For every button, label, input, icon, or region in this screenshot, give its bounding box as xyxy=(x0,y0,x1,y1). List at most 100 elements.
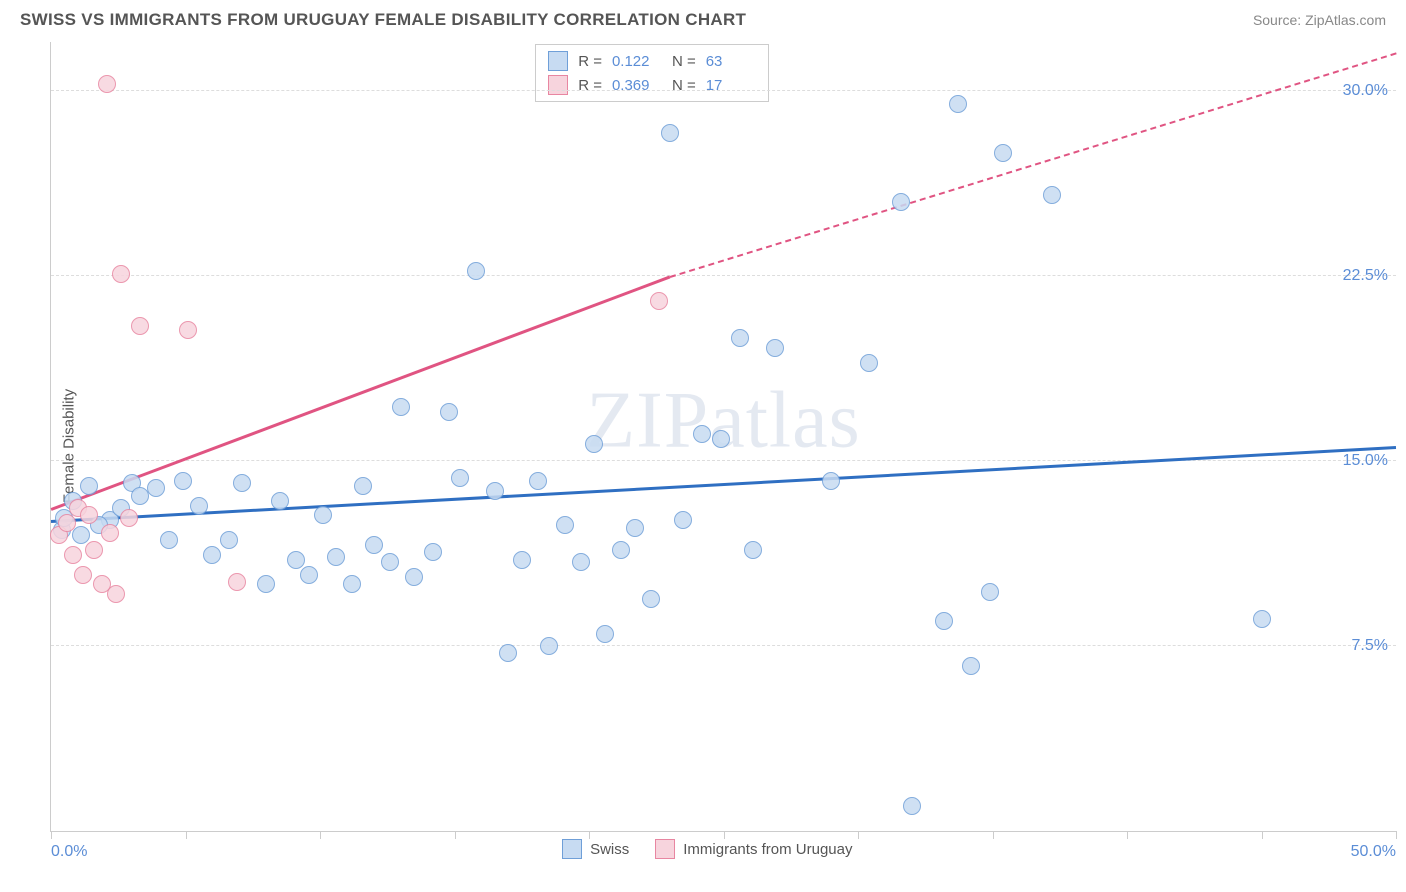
data-point xyxy=(365,536,383,554)
data-point xyxy=(612,541,630,559)
xtick xyxy=(589,831,590,839)
data-point xyxy=(540,637,558,655)
data-point xyxy=(903,797,921,815)
data-point xyxy=(513,551,531,569)
xtick xyxy=(724,831,725,839)
ytick-label: 15.0% xyxy=(1343,452,1388,470)
data-point xyxy=(112,265,130,283)
legend-swatch-swiss xyxy=(562,839,582,859)
data-point xyxy=(220,531,238,549)
data-point xyxy=(981,583,999,601)
xtick xyxy=(186,831,187,839)
data-point xyxy=(661,124,679,142)
legend-row-uruguay: R = 0.369 N = 17 xyxy=(548,73,756,97)
data-point xyxy=(160,531,178,549)
legend-r-swiss: 0.122 xyxy=(612,53,662,70)
data-point xyxy=(935,612,953,630)
data-point xyxy=(994,144,1012,162)
data-point xyxy=(731,329,749,347)
data-point xyxy=(179,321,197,339)
xtick xyxy=(1262,831,1263,839)
data-point xyxy=(381,553,399,571)
legend-swatch-swiss xyxy=(548,51,568,71)
data-point xyxy=(314,506,332,524)
gridline xyxy=(51,275,1396,276)
legend-item-uruguay: Immigrants from Uruguay xyxy=(655,839,852,859)
data-point xyxy=(712,430,730,448)
legend-n-label: N = xyxy=(672,53,696,70)
data-point xyxy=(744,541,762,559)
data-point xyxy=(892,193,910,211)
legend-stats: R = 0.122 N = 63 R = 0.369 N = 17 xyxy=(535,44,769,102)
data-point xyxy=(354,477,372,495)
ytick-label: 7.5% xyxy=(1352,637,1388,655)
data-point xyxy=(486,482,504,500)
xtick xyxy=(1127,831,1128,839)
data-point xyxy=(674,511,692,529)
legend-swatch-uruguay xyxy=(548,75,568,95)
data-point xyxy=(120,509,138,527)
data-point xyxy=(626,519,644,537)
data-point xyxy=(424,543,442,561)
data-point xyxy=(131,317,149,335)
data-point xyxy=(585,435,603,453)
data-point xyxy=(147,479,165,497)
data-point xyxy=(107,585,125,603)
data-point xyxy=(451,469,469,487)
data-point xyxy=(467,262,485,280)
data-point xyxy=(174,472,192,490)
data-point xyxy=(74,566,92,584)
xtick xyxy=(993,831,994,839)
data-point xyxy=(949,95,967,113)
data-point xyxy=(822,472,840,490)
data-point xyxy=(101,524,119,542)
data-point xyxy=(693,425,711,443)
data-point xyxy=(80,477,98,495)
data-point xyxy=(72,526,90,544)
data-point xyxy=(257,575,275,593)
data-point xyxy=(1043,186,1061,204)
data-point xyxy=(962,657,980,675)
data-point xyxy=(860,354,878,372)
data-point xyxy=(1253,610,1271,628)
data-point xyxy=(440,403,458,421)
data-point xyxy=(499,644,517,662)
xtick xyxy=(455,831,456,839)
ytick-label: 30.0% xyxy=(1343,82,1388,100)
legend-item-swiss: Swiss xyxy=(562,839,629,859)
xtick xyxy=(1396,831,1397,839)
data-point xyxy=(572,553,590,571)
gridline xyxy=(51,645,1396,646)
trend-line xyxy=(669,52,1396,278)
data-point xyxy=(85,541,103,559)
ytick-label: 22.5% xyxy=(1343,267,1388,285)
data-point xyxy=(58,514,76,532)
data-point xyxy=(642,590,660,608)
legend-swatch-uruguay xyxy=(655,839,675,859)
watermark-text: ZIPatlas xyxy=(586,375,861,466)
data-point xyxy=(766,339,784,357)
data-point xyxy=(392,398,410,416)
data-point xyxy=(80,506,98,524)
xtick xyxy=(51,831,52,839)
data-point xyxy=(650,292,668,310)
trend-line xyxy=(51,446,1396,522)
data-point xyxy=(529,472,547,490)
legend-row-swiss: R = 0.122 N = 63 xyxy=(548,49,756,73)
data-point xyxy=(343,575,361,593)
data-point xyxy=(271,492,289,510)
legend-series: Swiss Immigrants from Uruguay xyxy=(562,839,852,859)
xtick-label: 0.0% xyxy=(51,843,87,861)
legend-label-swiss: Swiss xyxy=(590,841,629,858)
data-point xyxy=(287,551,305,569)
data-point xyxy=(596,625,614,643)
gridline xyxy=(51,460,1396,461)
legend-label-uruguay: Immigrants from Uruguay xyxy=(683,841,852,858)
legend-r-label: R = xyxy=(578,53,602,70)
trend-line xyxy=(51,276,671,511)
data-point xyxy=(64,546,82,564)
data-point xyxy=(98,75,116,93)
source-attribution: Source: ZipAtlas.com xyxy=(1253,12,1386,28)
data-point xyxy=(228,573,246,591)
gridline xyxy=(51,90,1396,91)
